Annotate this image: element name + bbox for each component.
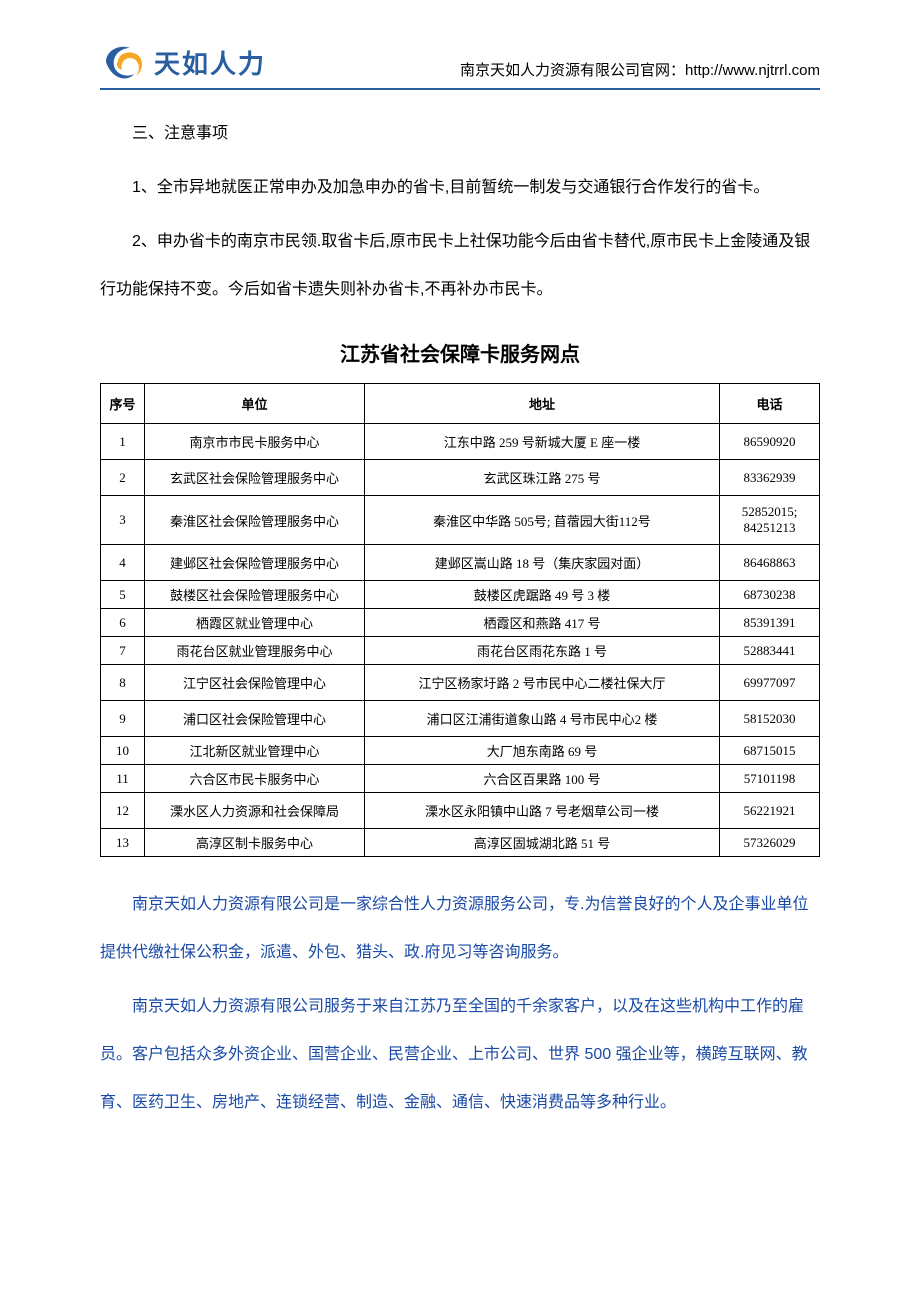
- cell-tel: 52883441: [720, 637, 820, 665]
- cell-tel: 86468863: [720, 545, 820, 581]
- cell-addr: 高淳区固城湖北路 51 号: [365, 829, 720, 857]
- table-row: 13高淳区制卡服务中心高淳区固城湖北路 51 号57326029: [101, 829, 820, 857]
- cell-seq: 9: [101, 701, 145, 737]
- cell-seq: 10: [101, 737, 145, 765]
- col-tel: 电话: [720, 384, 820, 424]
- table-header-row: 序号 单位 地址 电话: [101, 384, 820, 424]
- cell-tel: 68715015: [720, 737, 820, 765]
- cell-tel: 52852015; 84251213: [720, 496, 820, 545]
- company-intro-1: 南京天如人力资源有限公司是一家综合性人力资源服务公司，专.为信誉良好的个人及企事…: [100, 881, 820, 977]
- logo-swirl-icon: [100, 40, 148, 84]
- cell-seq: 3: [101, 496, 145, 545]
- cell-unit: 浦口区社会保险管理中心: [145, 701, 365, 737]
- cell-unit: 秦淮区社会保险管理服务中心: [145, 496, 365, 545]
- notice-paragraph-2: 2、申办省卡的南京市民领.取省卡后,原市民卡上社保功能今后由省卡替代,原市民卡上…: [100, 218, 820, 314]
- cell-seq: 11: [101, 765, 145, 793]
- cell-addr: 秦淮区中华路 505号; 苜蓿园大街112号: [365, 496, 720, 545]
- cell-unit: 栖霞区就业管理中心: [145, 609, 365, 637]
- table-title: 江苏省社会保障卡服务网点: [100, 338, 820, 367]
- col-unit: 单位: [145, 384, 365, 424]
- service-points-table: 序号 单位 地址 电话 1南京市市民卡服务中心江东中路 259 号新城大厦 E …: [100, 383, 820, 857]
- cell-seq: 2: [101, 460, 145, 496]
- cell-tel: 57101198: [720, 765, 820, 793]
- cell-addr: 大厂旭东南路 69 号: [365, 737, 720, 765]
- table-row: 6栖霞区就业管理中心栖霞区和燕路 417 号85391391: [101, 609, 820, 637]
- col-addr: 地址: [365, 384, 720, 424]
- cell-addr: 浦口区江浦街道象山路 4 号市民中心2 楼: [365, 701, 720, 737]
- logo: 天如人力: [100, 40, 266, 84]
- cell-tel: 85391391: [720, 609, 820, 637]
- cell-unit: 玄武区社会保险管理服务中心: [145, 460, 365, 496]
- cell-addr: 江宁区杨家圩路 2 号市民中心二楼社保大厅: [365, 665, 720, 701]
- notice-paragraph-1: 1、全市异地就医正常申办及加急申办的省卡,目前暂统一制发与交通银行合作发行的省卡…: [100, 164, 820, 212]
- cell-unit: 溧水区人力资源和社会保障局: [145, 793, 365, 829]
- cell-unit: 鼓楼区社会保险管理服务中心: [145, 581, 365, 609]
- cell-addr: 江东中路 259 号新城大厦 E 座一楼: [365, 424, 720, 460]
- table-row: 8江宁区社会保险管理中心江宁区杨家圩路 2 号市民中心二楼社保大厅6997709…: [101, 665, 820, 701]
- table-row: 3秦淮区社会保险管理服务中心秦淮区中华路 505号; 苜蓿园大街112号5285…: [101, 496, 820, 545]
- cell-tel: 83362939: [720, 460, 820, 496]
- cell-unit: 南京市市民卡服务中心: [145, 424, 365, 460]
- logo-text: 天如人力: [154, 44, 266, 81]
- header-url-line: 南京天如人力资源有限公司官网：http://www.njtrrl.com: [460, 59, 820, 84]
- cell-unit: 江北新区就业管理中心: [145, 737, 365, 765]
- cell-addr: 鼓楼区虎踞路 49 号 3 楼: [365, 581, 720, 609]
- company-intro-2: 南京天如人力资源有限公司服务于来自江苏乃至全国的千余家客户，以及在这些机构中工作…: [100, 983, 820, 1127]
- cell-unit: 高淳区制卡服务中心: [145, 829, 365, 857]
- cell-seq: 13: [101, 829, 145, 857]
- cell-tel: 86590920: [720, 424, 820, 460]
- cell-tel: 57326029: [720, 829, 820, 857]
- page-header: 天如人力 南京天如人力资源有限公司官网：http://www.njtrrl.co…: [100, 40, 820, 90]
- cell-seq: 7: [101, 637, 145, 665]
- cell-addr: 六合区百果路 100 号: [365, 765, 720, 793]
- cell-tel: 56221921: [720, 793, 820, 829]
- table-row: 9浦口区社会保险管理中心浦口区江浦街道象山路 4 号市民中心2 楼5815203…: [101, 701, 820, 737]
- cell-addr: 雨花台区雨花东路 1 号: [365, 637, 720, 665]
- cell-addr: 建邺区嵩山路 18 号（集庆家园对面）: [365, 545, 720, 581]
- cell-addr: 玄武区珠江路 275 号: [365, 460, 720, 496]
- cell-addr: 栖霞区和燕路 417 号: [365, 609, 720, 637]
- table-row: 7雨花台区就业管理服务中心雨花台区雨花东路 1 号52883441: [101, 637, 820, 665]
- cell-seq: 8: [101, 665, 145, 701]
- table-row: 5鼓楼区社会保险管理服务中心鼓楼区虎踞路 49 号 3 楼68730238: [101, 581, 820, 609]
- table-row: 1南京市市民卡服务中心江东中路 259 号新城大厦 E 座一楼86590920: [101, 424, 820, 460]
- cell-seq: 12: [101, 793, 145, 829]
- cell-addr: 溧水区永阳镇中山路 7 号老烟草公司一楼: [365, 793, 720, 829]
- cell-unit: 建邺区社会保险管理服务中心: [145, 545, 365, 581]
- cell-seq: 6: [101, 609, 145, 637]
- cell-seq: 4: [101, 545, 145, 581]
- cell-tel: 69977097: [720, 665, 820, 701]
- cell-seq: 1: [101, 424, 145, 460]
- table-row: 12溧水区人力资源和社会保障局溧水区永阳镇中山路 7 号老烟草公司一楼56221…: [101, 793, 820, 829]
- cell-unit: 江宁区社会保险管理中心: [145, 665, 365, 701]
- table-row: 11六合区市民卡服务中心六合区百果路 100 号57101198: [101, 765, 820, 793]
- col-seq: 序号: [101, 384, 145, 424]
- cell-unit: 六合区市民卡服务中心: [145, 765, 365, 793]
- cell-seq: 5: [101, 581, 145, 609]
- cell-tel: 58152030: [720, 701, 820, 737]
- section-heading: 三、注意事项: [100, 110, 820, 158]
- table-row: 4建邺区社会保险管理服务中心建邺区嵩山路 18 号（集庆家园对面）8646886…: [101, 545, 820, 581]
- cell-unit: 雨花台区就业管理服务中心: [145, 637, 365, 665]
- cell-tel: 68730238: [720, 581, 820, 609]
- table-row: 2玄武区社会保险管理服务中心玄武区珠江路 275 号83362939: [101, 460, 820, 496]
- table-row: 10江北新区就业管理中心大厂旭东南路 69 号68715015: [101, 737, 820, 765]
